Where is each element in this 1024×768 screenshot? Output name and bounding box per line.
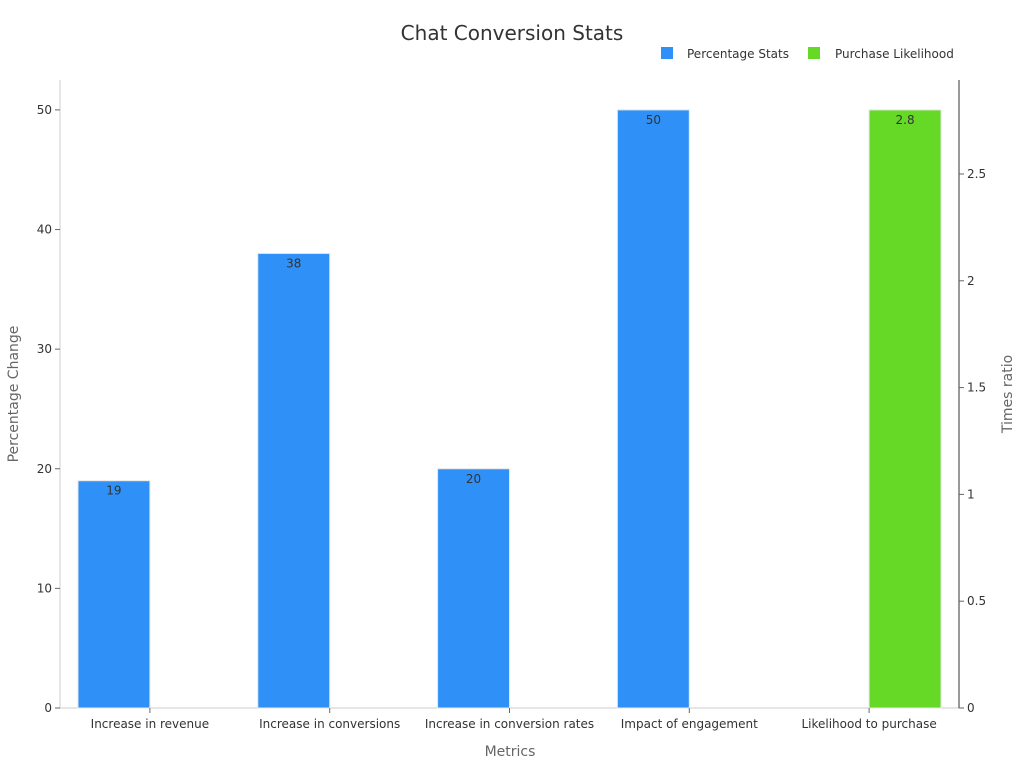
left-y-tick-label: 30 — [37, 342, 52, 356]
legend: Percentage Stats Purchase Likelihood — [661, 47, 954, 61]
right-y-tick-label: 0 — [967, 701, 975, 715]
x-tick-label: Increase in conversion rates — [425, 717, 594, 731]
x-tick-label: Impact of engagement — [621, 717, 758, 731]
left-y-tick-label: 0 — [44, 701, 52, 715]
bar — [437, 468, 510, 709]
x-axis-ticks: Increase in revenue Increase in conversio… — [91, 708, 937, 731]
left-y-tick-label: 20 — [37, 462, 52, 476]
bar-value-label: 20 — [466, 472, 481, 486]
left-y-tick-label: 40 — [37, 223, 52, 237]
x-tick-label: Increase in revenue — [91, 717, 209, 731]
bar-value-label: 2.8 — [896, 113, 915, 127]
left-y-axis-ticks: 0 10 20 30 40 50 — [37, 103, 60, 715]
bar — [77, 480, 151, 709]
right-y-tick-label: 2.5 — [967, 167, 986, 181]
x-tick-label: Increase in conversions — [259, 717, 400, 731]
right-y-tick-label: 2 — [967, 274, 975, 288]
x-tick-label: Likelihood to purchase — [801, 717, 936, 731]
bar-value-label: 19 — [106, 484, 121, 498]
y2-axis-title: Times ratio — [1000, 355, 1016, 434]
right-y-axis-ticks: 0 0.5 1 1.5 2 2.5 — [959, 167, 986, 715]
legend-swatch-purchase-likelihood — [808, 47, 820, 59]
bar — [616, 109, 690, 709]
y-axis-title: Percentage Change — [6, 326, 22, 463]
legend-label-purchase-likelihood: Purchase Likelihood — [835, 47, 954, 61]
right-y-tick-label: 0.5 — [967, 594, 986, 608]
bar — [868, 109, 942, 709]
chart-title: Chat Conversion Stats — [401, 21, 624, 45]
bars: 19 38 20 50 2.8 — [77, 109, 942, 709]
left-y-tick-label: 50 — [37, 103, 52, 117]
bar — [257, 252, 331, 709]
right-y-tick-label: 1 — [967, 487, 975, 501]
left-y-tick-label: 10 — [37, 581, 52, 595]
legend-swatch-percentage-stats — [661, 47, 673, 59]
x-axis-title: Metrics — [485, 744, 536, 760]
right-y-tick-label: 1.5 — [967, 381, 986, 395]
legend-label-percentage-stats: Percentage Stats — [687, 47, 789, 61]
bar-value-label: 38 — [286, 256, 301, 270]
bar-value-label: 50 — [646, 113, 661, 127]
